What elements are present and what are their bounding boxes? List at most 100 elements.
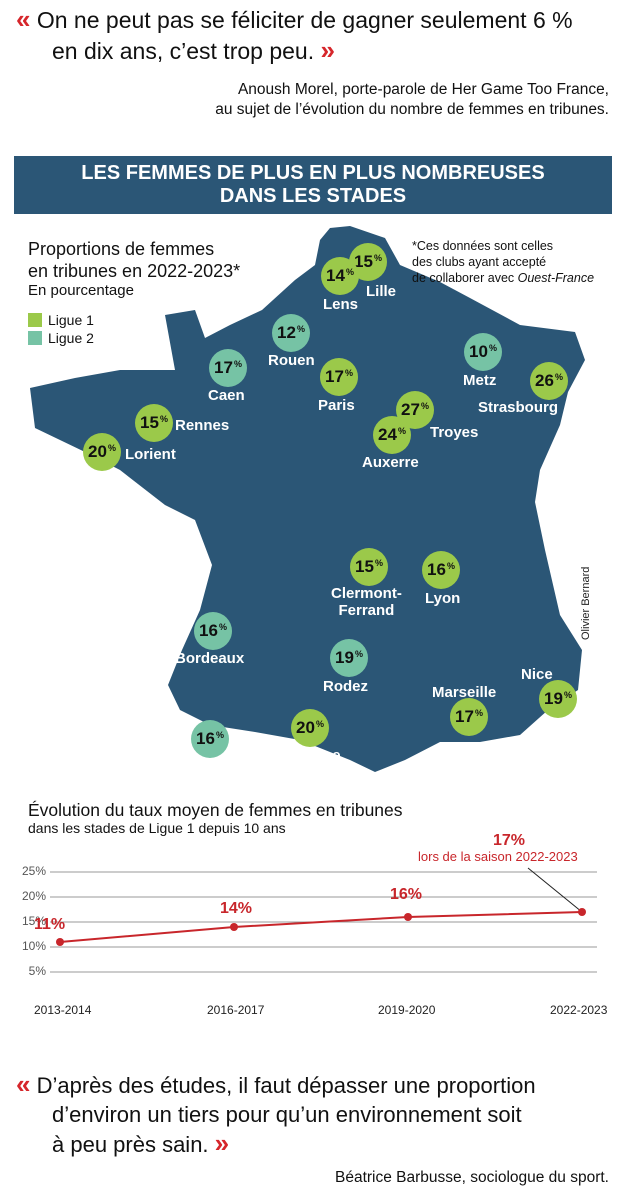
map-title-line-2: en tribunes en 2022-2023 xyxy=(28,261,234,281)
percent-sign: % xyxy=(554,372,563,382)
bottom-quote-line-3: à peu près sain. xyxy=(52,1132,209,1157)
note-line-3: de collaborer avec xyxy=(412,271,518,285)
city-label-rodez: Rodez xyxy=(323,678,368,695)
city-label-toulouse: Toulouse xyxy=(275,747,341,764)
city-label-clermont-ferrand: Clermont- Ferrand xyxy=(331,585,402,619)
close-quote-mark-bottom: » xyxy=(214,1128,230,1158)
city-bubble-nice: 19% xyxy=(539,680,577,718)
bottom-quote: « D’après des études, il faut dépasser u… xyxy=(16,1070,536,1159)
photo-credit: Olivier Bernard xyxy=(580,566,592,640)
close-quote-mark: » xyxy=(320,35,335,65)
attribution-line-1: Anoush Morel, porte-parole de Her Game T… xyxy=(237,81,609,98)
city-value: 16 xyxy=(196,729,215,748)
percent-sign: % xyxy=(354,649,363,659)
top-quote: « On ne peut pas se féliciter de gagner … xyxy=(16,4,573,66)
annotation-leader-line xyxy=(527,867,583,913)
percent-sign: % xyxy=(107,443,116,453)
evolution-title-block: Évolution du taux moyen de femmes en tri… xyxy=(28,800,403,836)
bottom-quote-line-1: D’après des études, il faut dépasser une… xyxy=(36,1073,536,1098)
map-title-block: Proportions de femmes en tribunes en 202… xyxy=(28,238,240,299)
city-value: 17 xyxy=(325,367,344,386)
series-line xyxy=(59,911,583,943)
legend-label-ligue-2: Ligue 2 xyxy=(48,330,94,346)
map-subtitle: En pourcentage xyxy=(28,282,134,299)
percent-sign: % xyxy=(397,426,406,436)
city-label-lorient: Lorient xyxy=(125,446,176,463)
percent-sign: % xyxy=(315,719,324,729)
france-land xyxy=(30,226,585,772)
data-point xyxy=(56,938,64,946)
map-title-line-1: Proportions de femmes xyxy=(28,239,215,259)
city-value: 15 xyxy=(140,413,159,432)
legend-swatch-ligue-2 xyxy=(28,331,42,345)
city-value: 20 xyxy=(88,442,107,461)
city-bubble-lorient: 20% xyxy=(83,433,121,471)
city-value: 19 xyxy=(335,648,354,667)
data-note: *Ces données sont celles des clubs ayant… xyxy=(412,238,594,286)
city-bubble-lyon: 16% xyxy=(422,551,460,589)
city-bubble-pau: 16% xyxy=(191,720,229,758)
percent-sign: % xyxy=(474,708,483,718)
bottom-quote-line-2: d’environ un tiers pour qu’un environnem… xyxy=(52,1102,522,1127)
city-value: 24 xyxy=(378,425,397,444)
city-label-lille: Lille xyxy=(366,283,397,300)
note-source: Ouest-France xyxy=(517,271,595,285)
france-map xyxy=(30,226,585,772)
data-point xyxy=(404,913,412,921)
top-quote-line-1: On ne peut pas se féliciter de gagner se… xyxy=(36,7,573,33)
city-bubble-toulouse: 20% xyxy=(291,709,329,747)
legend-swatch-ligue-1 xyxy=(28,313,42,327)
legend-label-ligue-1: Ligue 1 xyxy=(48,312,94,328)
percent-sign: % xyxy=(420,401,429,411)
title-banner: LES FEMMES DE PLUS EN PLUS NOMBREUSES DA… xyxy=(14,156,612,214)
city-label-metz: Metz xyxy=(463,372,497,389)
city-label-marseille: Marseille xyxy=(432,684,497,701)
percent-sign: % xyxy=(345,267,354,277)
city-value: 16 xyxy=(199,621,218,640)
map-layer: 15% Lille 14% Lens 12% Rouen 17% Caen 17% Paris 10… xyxy=(83,243,577,764)
percent-sign: % xyxy=(215,730,224,740)
city-bubble-clermont-ferrand: 15% xyxy=(350,548,388,586)
city-value: 17 xyxy=(455,707,474,726)
city-bubble-rouen: 12% xyxy=(272,314,310,352)
city-value: 12 xyxy=(277,323,296,342)
data-point xyxy=(230,923,238,931)
city-bubble-strasbourg: 26% xyxy=(530,362,568,400)
city-label-troyes: Troyes xyxy=(430,424,479,441)
city-value: 19 xyxy=(544,689,563,708)
city-value: 15 xyxy=(355,557,374,576)
evolution-title: Évolution du taux moyen de femmes en tri… xyxy=(28,800,403,820)
percent-sign: % xyxy=(488,343,497,353)
bottom-quote-attribution: Béatrice Barbusse, sociologue du sport. xyxy=(335,1169,609,1186)
city-label-auxerre: Auxerre xyxy=(362,454,419,471)
city-label-nice: Nice xyxy=(521,666,553,683)
note-line-2: des clubs ayant accepté xyxy=(412,255,547,269)
city-label-rouen: Rouen xyxy=(268,352,315,369)
percent-sign: % xyxy=(344,368,353,378)
percent-sign: % xyxy=(374,558,383,568)
evolution-line-chart xyxy=(50,867,597,973)
city-label-pau: Pau xyxy=(231,735,259,752)
banner-line-2: DANS LES STADES xyxy=(219,185,407,207)
city-bubble-metz: 10% xyxy=(464,333,502,371)
city-bubble-caen: 17% xyxy=(209,349,247,387)
percent-sign: % xyxy=(233,359,242,369)
city-value: 14 xyxy=(326,266,345,285)
percent-sign: % xyxy=(373,253,382,263)
note-line-1: *Ces données sont celles xyxy=(412,239,554,253)
city-bubble-bordeaux: 16% xyxy=(194,612,232,650)
top-quote-line-2: en dix ans, c’est trop peu. xyxy=(52,38,315,64)
city-value: 27 xyxy=(401,400,420,419)
open-quote-mark: « xyxy=(16,4,31,34)
map-legend: Ligue 1 Ligue 2 xyxy=(28,312,94,346)
top-quote-attribution: Anoush Morel, porte-parole de Her Game T… xyxy=(49,80,609,120)
city-label-caen: Caen xyxy=(208,387,245,404)
city-bubble-lens: 14% xyxy=(321,257,359,295)
city-label-lens: Lens xyxy=(323,296,359,313)
city-value: 17 xyxy=(214,358,233,377)
evolution-subtitle: dans les stades de Ligue 1 depuis 10 ans xyxy=(28,820,286,836)
city-label-strasbourg: Strasbourg xyxy=(478,399,559,416)
percent-sign: % xyxy=(159,414,168,424)
city-bubble-auxerre: 24% xyxy=(373,416,411,454)
percent-sign: % xyxy=(446,561,455,571)
